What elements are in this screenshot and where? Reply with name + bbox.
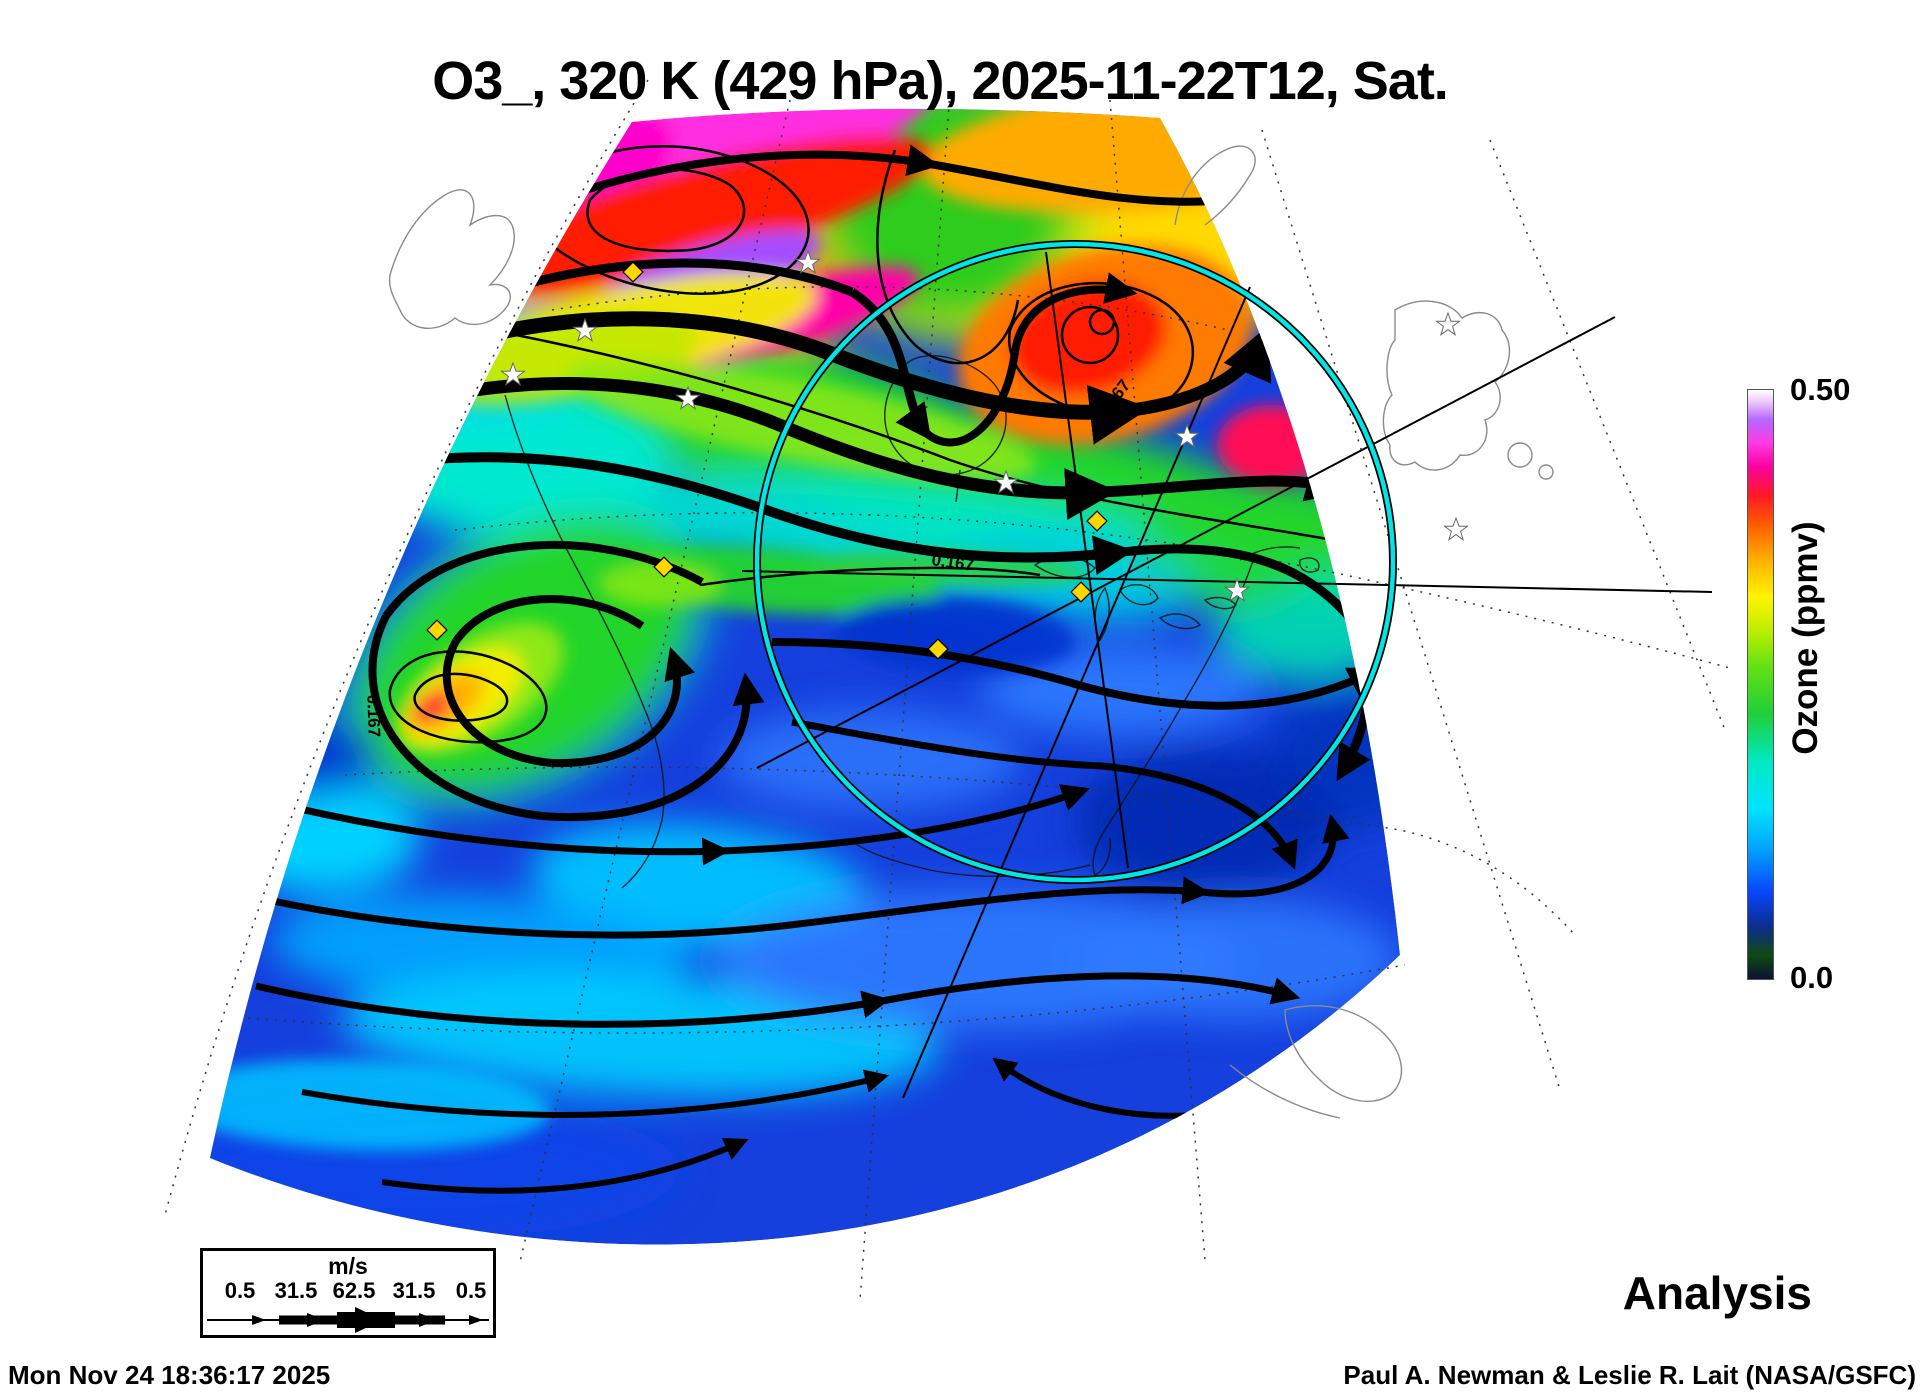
wind-legend-tick: 0.5 <box>224 1278 256 1303</box>
colorbar-min-label: 0.0 <box>1790 960 1834 995</box>
colorbar-max-label: 0.50 <box>1790 372 1851 407</box>
analysis-mode-label: Analysis <box>1622 1267 1812 1319</box>
creation-timestamp: Mon Nov 24 18:36:17 2025 <box>8 1360 331 1390</box>
colorbar-gradient <box>1747 389 1774 980</box>
range-ring <box>753 240 1397 884</box>
wind-legend-tick: 0.5 <box>455 1278 487 1303</box>
azimuth-lines <box>741 251 1713 1099</box>
wind-scale-arrow-glyph <box>207 1307 489 1333</box>
coastline-inside <box>504 355 1320 889</box>
wind-legend-units: m/s <box>328 1253 368 1279</box>
wind-legend-tick: 31.5 <box>274 1278 318 1303</box>
colorbar-axis-label: Ozone (ppmv) <box>1786 521 1825 755</box>
site-diamond-markers <box>426 261 1108 660</box>
ozone-contours <box>388 145 1361 744</box>
wind-legend-tick: 31.5 <box>392 1278 436 1303</box>
author-credit: Paul A. Newman & Leslie R. Lait (NASA/GS… <box>1343 1360 1916 1390</box>
page-title: O3_, 320 K (429 hPa), 2025-11-22T12, Sat… <box>432 51 1449 111</box>
wind-speed-legend: m/s 0.5 31.5 62.5 31.5 0.5 <box>200 1248 496 1338</box>
wind-streamlines <box>231 144 1400 1194</box>
wind-legend-tick: 62.5 <box>332 1278 376 1303</box>
